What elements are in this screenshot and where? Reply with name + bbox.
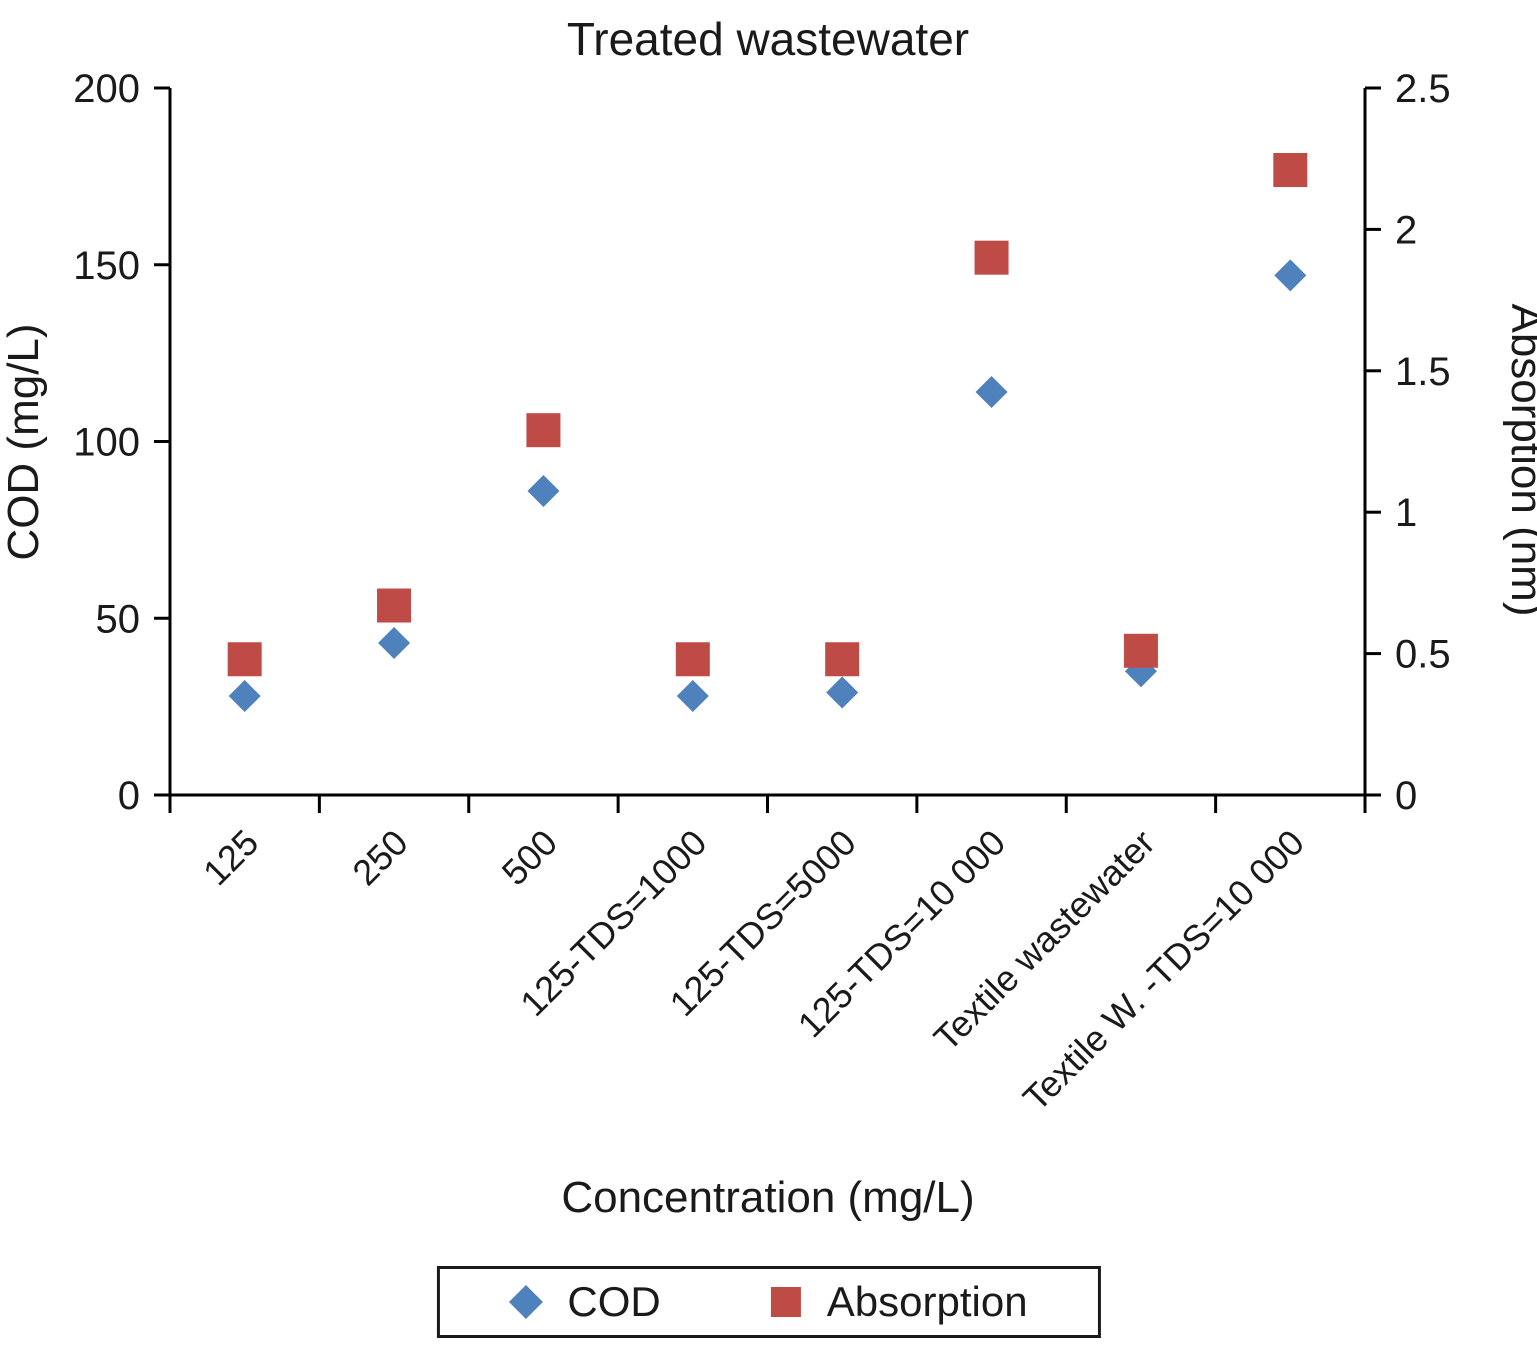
x-axis-title: Concentration (mg/L): [561, 1173, 974, 1222]
data-point-absorption: [1273, 153, 1308, 188]
right-axis-tick-label: 0: [1395, 774, 1417, 818]
data-point-cod: [975, 376, 1008, 409]
right-axis-tick-label: 1: [1395, 491, 1417, 535]
right-axis-tick-label: 2: [1395, 208, 1417, 252]
data-point-absorption: [377, 588, 412, 623]
legend-item-absorption: Absorption: [770, 1278, 1028, 1325]
left-axis-title: COD (mg/L): [0, 323, 48, 560]
data-point-cod: [228, 680, 261, 713]
cod-diamond-icon: [508, 1285, 543, 1319]
data-point-cod: [378, 626, 411, 659]
chart-title: Treated wastewater: [567, 13, 969, 65]
right-axis-tick-label: 0.5: [1395, 633, 1451, 677]
x-axis-category-label: 250: [344, 822, 415, 893]
data-point-absorption: [526, 413, 561, 448]
legend-label-absorption: Absorption: [826, 1278, 1028, 1325]
left-axis-tick-label: 150: [73, 244, 140, 288]
data-point-cod: [527, 474, 560, 507]
data-point-absorption: [227, 642, 262, 677]
left-axis-tick-label: 200: [73, 67, 140, 111]
left-axis-tick-label: 50: [96, 597, 141, 641]
left-axis-tick-label: 0: [118, 774, 140, 818]
absorption-square-icon: [770, 1287, 801, 1317]
right-axis-title: Absorption (nm): [1502, 303, 1537, 616]
legend-item-cod: COD: [508, 1278, 661, 1325]
right-axis-tick-label: 1.5: [1395, 350, 1451, 394]
data-point-cod: [1274, 259, 1307, 292]
left-axis-tick-label: 100: [73, 421, 140, 465]
x-axis-category-label: 125: [195, 822, 266, 893]
data-point-absorption: [974, 240, 1009, 275]
legend: COD Absorption: [436, 1266, 1101, 1338]
data-point-cod: [826, 676, 859, 709]
data-point-absorption: [825, 642, 860, 677]
x-axis-category-label: 500: [494, 822, 565, 893]
x-axis-category-label: Textile W. -TDS=10 000: [1015, 822, 1312, 1119]
data-point-absorption: [1123, 633, 1158, 668]
data-point-cod: [676, 680, 709, 713]
legend-label-cod: COD: [567, 1278, 661, 1325]
right-axis-tick-label: 2.5: [1395, 67, 1451, 111]
data-point-absorption: [675, 642, 710, 677]
